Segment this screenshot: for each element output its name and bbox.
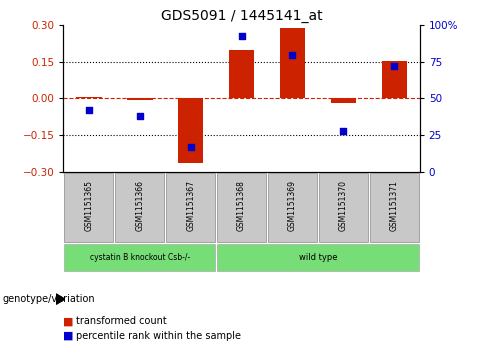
Text: wild type: wild type [299, 253, 337, 262]
Bar [268, 173, 317, 242]
Bar [319, 173, 368, 242]
Text: transformed count: transformed count [76, 316, 166, 326]
Bar [64, 173, 113, 242]
Text: GSM1151371: GSM1151371 [390, 180, 399, 231]
Point [187, 144, 195, 150]
Point [340, 128, 347, 134]
Text: percentile rank within the sample: percentile rank within the sample [76, 331, 241, 341]
Bar [382, 61, 407, 98]
Bar [331, 98, 356, 103]
Bar [166, 173, 215, 242]
Bar [127, 98, 152, 100]
Text: genotype/variation: genotype/variation [2, 294, 95, 305]
Bar [115, 173, 164, 242]
Text: GSM1151368: GSM1151368 [237, 180, 246, 231]
Point [85, 107, 93, 113]
Point [238, 33, 245, 38]
Text: cystatin B knockout Csb-/-: cystatin B knockout Csb-/- [90, 253, 190, 262]
Point [136, 113, 143, 119]
Text: GSM1151365: GSM1151365 [84, 180, 93, 231]
Bar [217, 173, 266, 242]
Point [390, 64, 398, 69]
Bar [370, 173, 419, 242]
Text: ■: ■ [63, 316, 74, 326]
Bar [178, 98, 203, 163]
Point [288, 52, 296, 58]
Title: GDS5091 / 1445141_at: GDS5091 / 1445141_at [161, 9, 323, 23]
Bar [217, 244, 419, 272]
Bar [64, 244, 215, 272]
Text: GSM1151366: GSM1151366 [135, 180, 144, 231]
Text: GSM1151370: GSM1151370 [339, 180, 348, 231]
Bar [229, 50, 254, 98]
Polygon shape [56, 294, 65, 304]
Bar [76, 97, 102, 98]
Text: ■: ■ [63, 331, 74, 341]
Bar [280, 28, 305, 98]
Text: GSM1151369: GSM1151369 [288, 180, 297, 231]
Text: GSM1151367: GSM1151367 [186, 180, 195, 231]
